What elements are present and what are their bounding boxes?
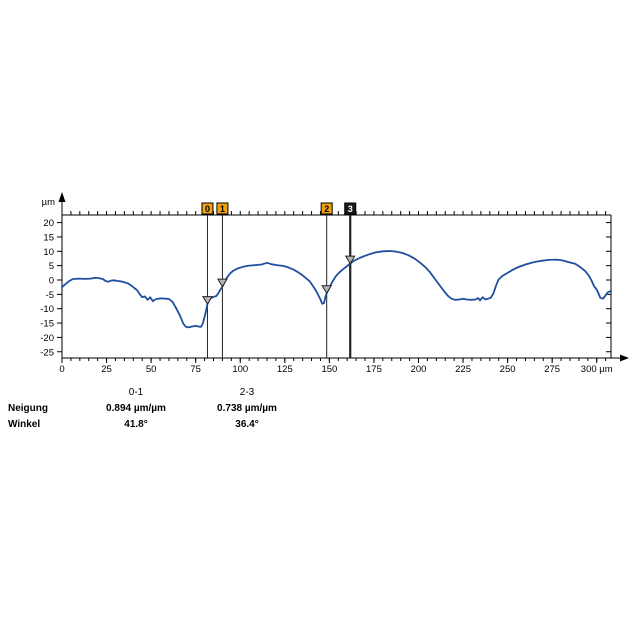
y-axis-arrow-icon [58, 192, 66, 202]
neigung-value-0-1: 0.894 µm/µm [106, 403, 166, 414]
profile-curve [61, 250, 612, 329]
y-tick-label: 20 [43, 218, 54, 229]
marker-box-3[interactable] [344, 202, 357, 215]
x-tick-label: 275 [544, 364, 560, 375]
y-tick-label: -5 [46, 290, 54, 301]
y-tick-label: -25 [40, 347, 54, 358]
marker-triangle-icon-0 [202, 296, 213, 306]
x-tick-label: 200 [411, 364, 427, 375]
y-tick-label: 0 [49, 276, 54, 287]
marker-triangle-icon-3 [344, 255, 356, 265]
row-label-neigung: Neigung [8, 403, 48, 414]
x-tick-label: 250 [500, 364, 516, 375]
x-tick-label: 225 [455, 364, 471, 375]
x-tick-label: 50 [146, 364, 157, 375]
marker-box-label-3: 3 [348, 204, 353, 214]
x-tick-label: 175 [366, 364, 382, 375]
row-label-winkel: Winkel [8, 419, 41, 430]
result-column-header: 0-1 [128, 387, 144, 398]
marker-box-label-0: 0 [205, 204, 210, 214]
x-tick-label: 150 [321, 364, 337, 375]
y-tick-label: -15 [40, 319, 54, 330]
x-tick-label: 25 [101, 364, 112, 375]
y-tick-label: -10 [40, 304, 54, 315]
y-axis-unit-label: µm [42, 197, 55, 208]
result-column-header: 2-3 [239, 387, 255, 398]
x-tick-label: 0 [59, 364, 64, 375]
y-tick-label: 15 [43, 232, 54, 243]
marker-box-label-1: 1 [220, 204, 225, 214]
x-axis-arrow-icon [620, 354, 629, 362]
winkel-value-0-1: 41.8° [124, 419, 148, 430]
y-tick-label: 10 [43, 247, 54, 258]
x-tick-label: 100 [232, 364, 248, 375]
marker-box-1[interactable] [216, 202, 229, 215]
y-tick-label: -20 [40, 333, 54, 344]
marker-box-2[interactable] [320, 202, 333, 215]
neigung-value-2-3: 0.738 µm/µm [217, 403, 277, 414]
y-tick-label: 5 [49, 261, 54, 272]
x-tick-label: 300 µm [581, 364, 613, 375]
marker-box-label-2: 2 [324, 204, 329, 214]
marker-triangle-icon-2 [321, 285, 333, 295]
winkel-value-2-3: 36.4° [235, 419, 259, 430]
marker-triangle-icon-1 [217, 278, 228, 288]
marker-box-0[interactable] [201, 202, 214, 215]
x-tick-label: 125 [277, 364, 293, 375]
x-tick-label: 75 [190, 364, 201, 375]
